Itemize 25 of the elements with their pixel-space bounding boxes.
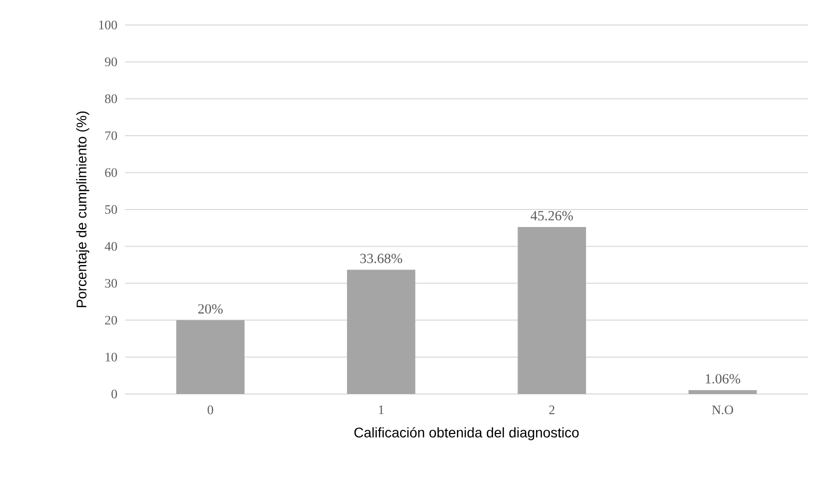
y-tick-label: 80	[105, 94, 117, 104]
x-tick-label: 0	[208, 406, 214, 414]
y-tick-label: 30	[105, 278, 117, 288]
y-axis-title: Porcentaje de cumplimiento (%)	[76, 112, 90, 308]
bar	[346, 270, 416, 394]
y-tick-label: 60	[105, 168, 117, 177]
y-tick-label: 40	[104, 242, 117, 251]
y-tick-label: 20	[105, 316, 117, 325]
y-tick-label: 10	[106, 352, 117, 362]
data-label: 45.26%	[530, 210, 573, 220]
x-tick-label: N.O	[712, 406, 734, 414]
bar	[688, 390, 757, 394]
data-label: 1.06%	[706, 374, 740, 384]
y-tick-label: 0	[112, 390, 117, 398]
y-tick-label: 50	[105, 205, 117, 214]
bar	[518, 226, 586, 394]
y-tick-label: 90	[104, 58, 117, 66]
data-label: 20%	[198, 304, 223, 314]
bar	[176, 320, 245, 394]
y-tick-label: 70	[105, 131, 117, 140]
y-tick-label: 100	[99, 20, 117, 30]
x-axis-title: Calificación obtenida del diagnostico	[354, 427, 579, 440]
data-label: 33.68%	[360, 254, 402, 264]
x-tick-label: 2	[549, 406, 554, 414]
x-tick-label: 1	[379, 406, 384, 414]
